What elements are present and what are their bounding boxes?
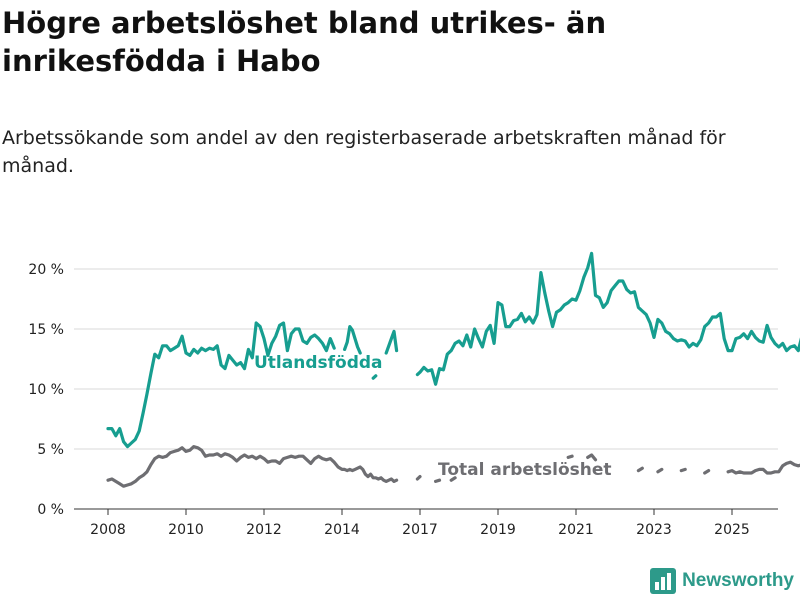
x-tick-label: 2019 [480,522,516,538]
x-tick-label: 2010 [168,522,204,538]
series-line-total [586,453,598,462]
x-tick-label: 2008 [90,522,126,538]
y-tick-label: 5 % [37,442,64,458]
series-lines [106,251,800,488]
newsworthy-logo-icon [650,568,677,594]
series-line-foreign-born [371,374,378,380]
brand-logo: Newsworthy [650,568,794,594]
x-tick-label: 2025 [714,522,750,538]
series-line-total [415,475,422,481]
series-line-total [726,460,800,475]
x-tick-label: 2014 [324,522,360,538]
series-line-foreign-born [343,325,362,355]
series-line-total [636,466,644,473]
x-tick-label: 2023 [636,522,672,538]
series-label-foreign-born: Utlandsfödda [254,353,383,373]
series-line-total [106,445,399,488]
series-line-total [566,454,574,459]
series-line-foreign-born [415,251,800,386]
x-axis: 2008 2010 2012 2014 2017 2019 2021 2023 2025 [90,509,750,538]
brand-name: Newsworthy [682,570,794,591]
series-line-total [434,478,442,483]
series-line-foreign-born [106,321,336,449]
y-tick-label: 0 % [37,502,64,518]
y-tick-label: 15 % [28,322,64,338]
x-tick-label: 2012 [246,522,282,538]
series-line-total [449,476,457,482]
grid: 0 % 5 % 10 % 15 % 20 % [28,262,778,518]
y-tick-label: 10 % [28,382,64,398]
series-line-total [679,467,687,473]
x-tick-label: 2021 [558,522,594,538]
x-tick-label: 2017 [402,522,438,538]
page-subtitle: Arbetssökande som andel av den registerb… [2,127,726,177]
y-tick-label: 20 % [28,262,64,278]
series-line-total [703,469,711,475]
page-title: Högre arbetslöshet bland utrikes- än inr… [2,6,607,78]
series-line-total [656,467,664,474]
series-label-total: Total arbetslöshet [438,460,612,480]
series-line-foreign-born [384,329,399,355]
